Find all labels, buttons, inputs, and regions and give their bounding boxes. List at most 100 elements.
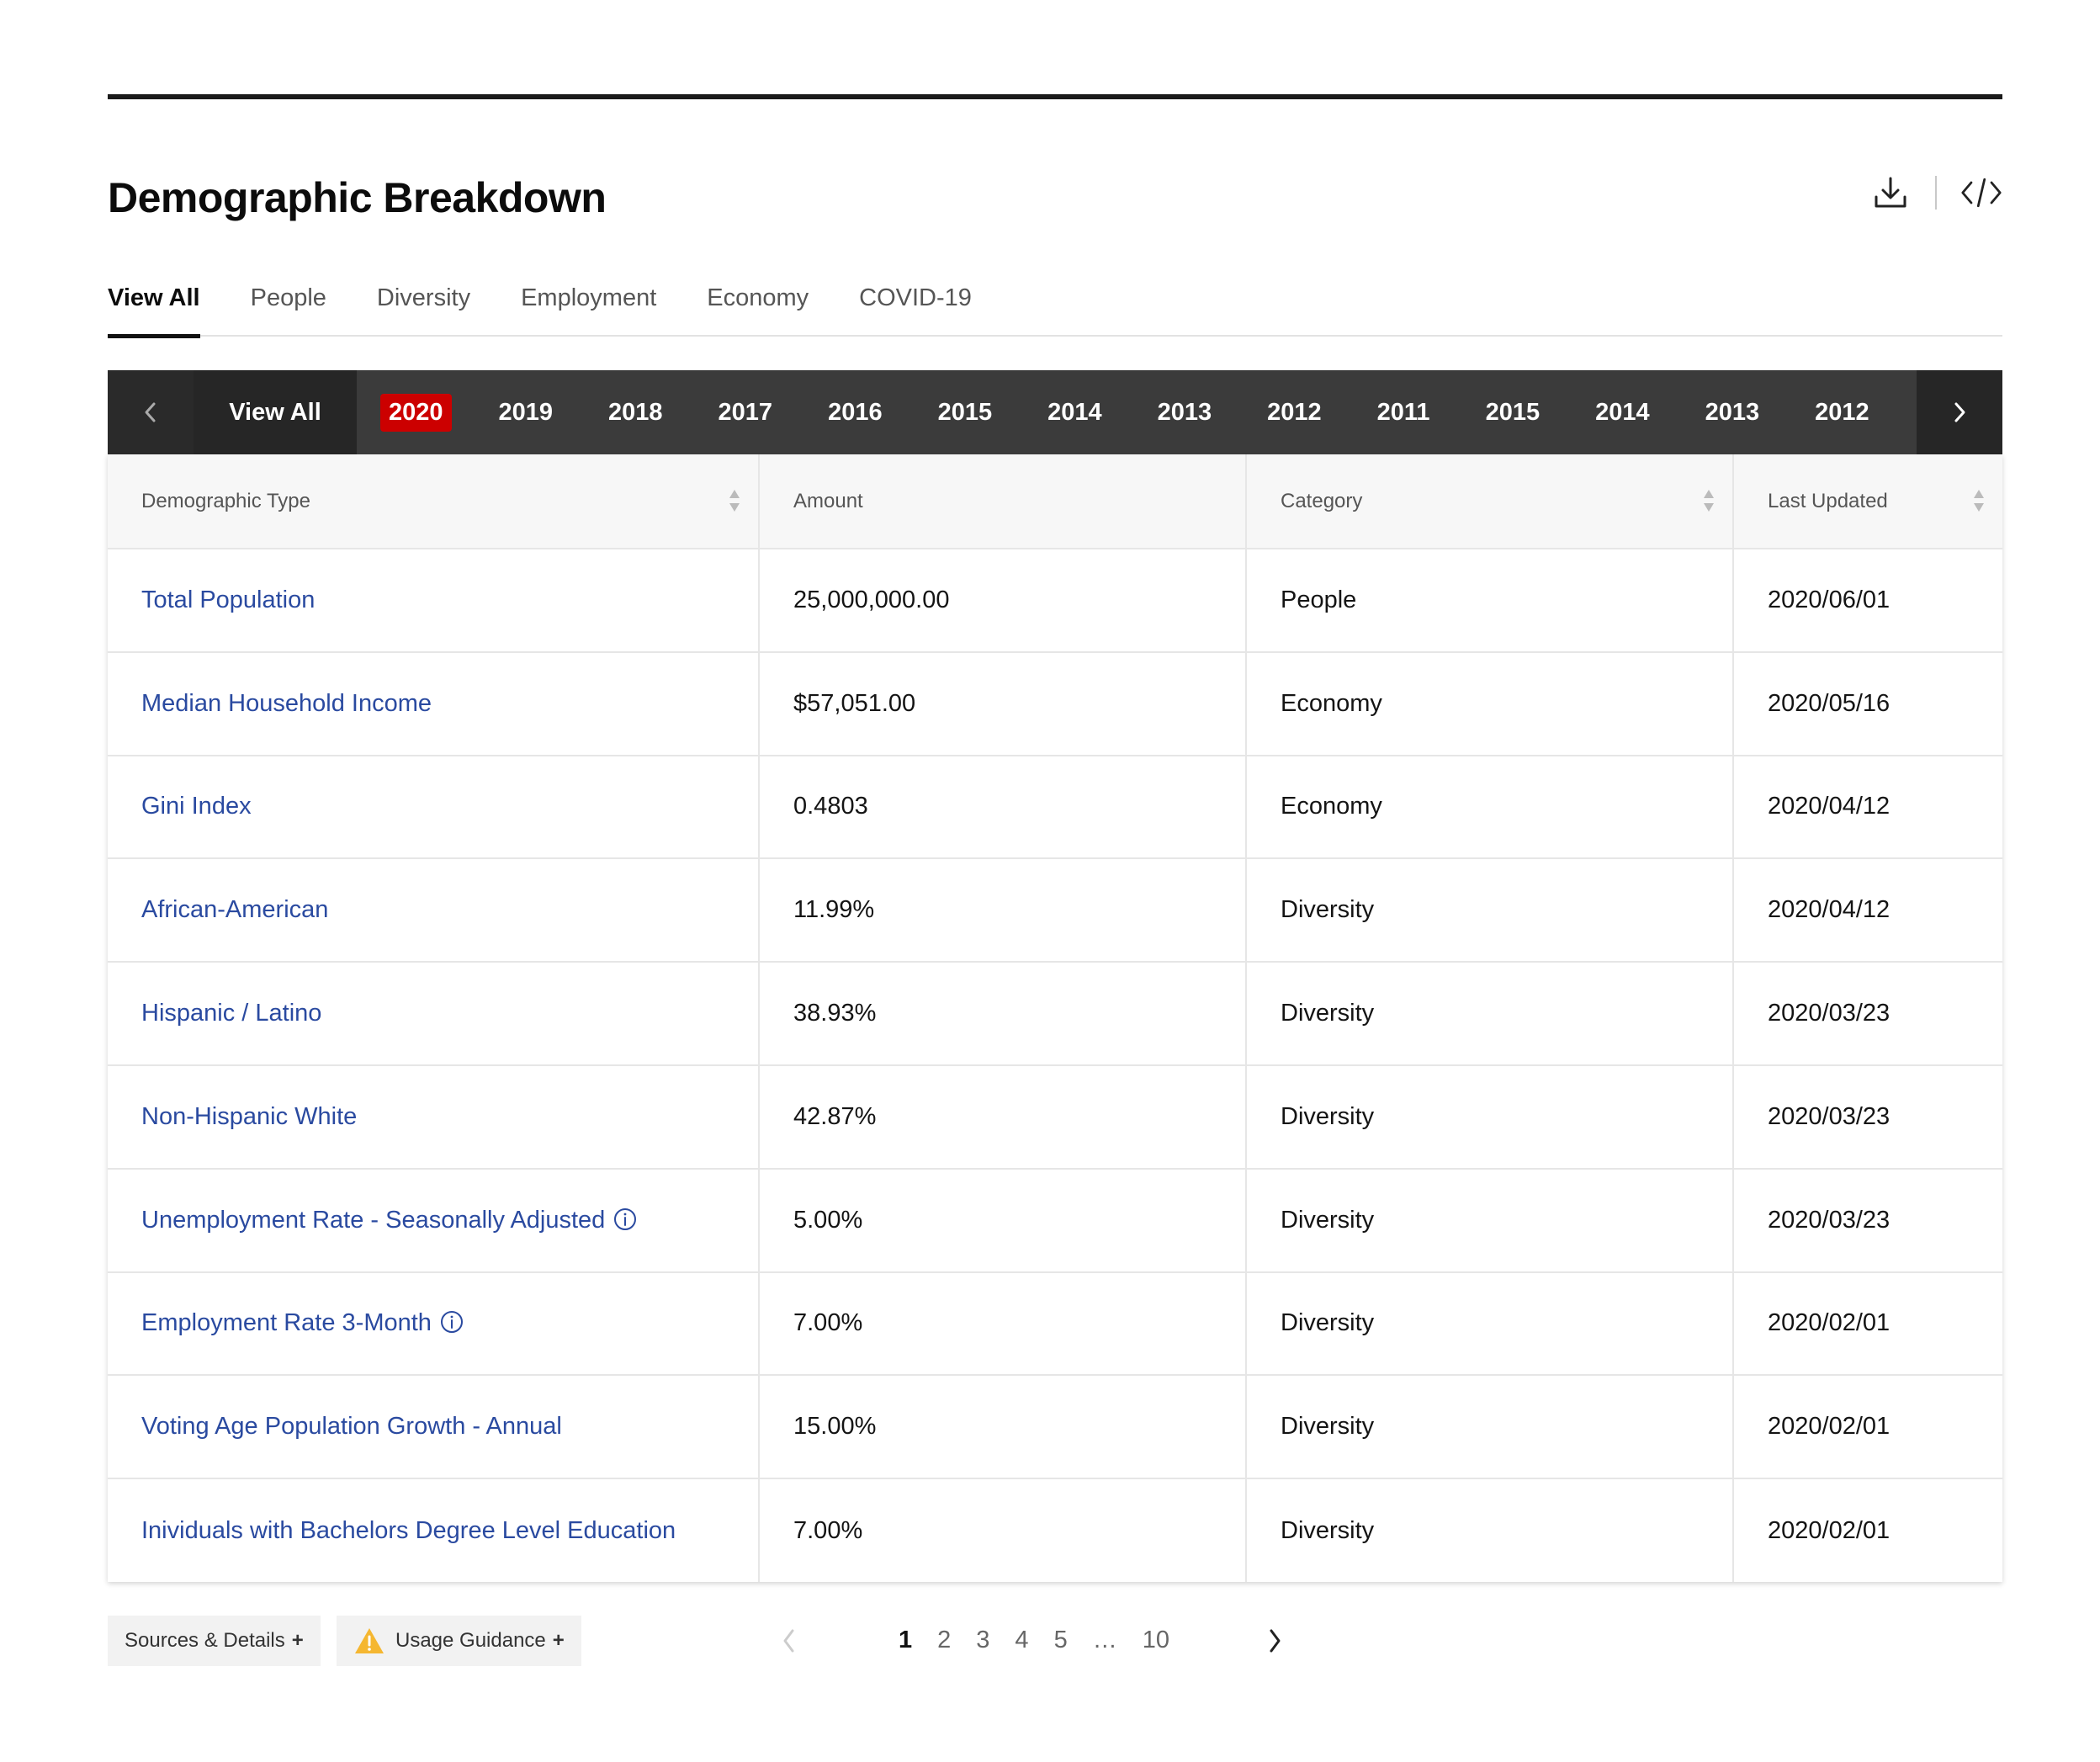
table-row: Voting Age Population Growth - Annual 15… (108, 1374, 2002, 1479)
tab-employment[interactable]: Employment (521, 284, 657, 311)
usage-guidance-button[interactable]: Usage Guidance + (337, 1615, 581, 1666)
tab-people[interactable]: People (250, 284, 326, 311)
page-number-last[interactable]: 10 (1142, 1627, 1169, 1654)
amount-cell: 0.4803 (759, 754, 1247, 859)
year-item[interactable]: 2018 (608, 398, 663, 426)
year-item[interactable]: 2016 (828, 398, 883, 426)
chevron-left-icon (783, 1629, 794, 1653)
data-table-container: Demographic Type Amount Category Last Up… (108, 454, 2002, 1582)
demographic-type-link[interactable]: Unemployment Rate - Seasonally Adjusted (108, 1167, 760, 1272)
year-item[interactable]: 2013 (1157, 398, 1212, 426)
download-icon (1875, 177, 1906, 208)
column-header-last-updated[interactable]: Last Updated (1733, 454, 2002, 549)
table-row: Unemployment Rate - Seasonally Adjusted … (108, 1167, 2002, 1272)
warning-icon (355, 1627, 384, 1653)
year-item[interactable]: 2017 (718, 398, 773, 426)
demographic-type-link[interactable]: Voting Age Population Growth - Annual (108, 1374, 760, 1479)
table-row: Non-Hispanic White 42.87% Diversity 2020… (108, 1064, 2002, 1169)
year-view-all-button[interactable]: View All (194, 370, 357, 454)
chevron-right-icon (1954, 402, 1965, 422)
demographic-type-label[interactable]: African-American (141, 896, 329, 924)
year-item[interactable]: 2012 (1815, 398, 1869, 426)
year-item[interactable]: 2015 (1485, 398, 1541, 426)
amount-cell: 11.99% (759, 857, 1247, 963)
demographic-type-label[interactable]: Unemployment Rate - Seasonally Adjusted (141, 1206, 606, 1234)
embed-code-button[interactable] (1960, 172, 2002, 214)
usage-guidance-label: Usage Guidance (395, 1628, 546, 1652)
tab-diversity[interactable]: Diversity (376, 284, 471, 311)
header-actions (1869, 172, 2002, 214)
info-icon[interactable] (613, 1207, 637, 1231)
demographic-type-link[interactable]: Non-Hispanic White (108, 1064, 760, 1169)
table-row: Hispanic / Latino 38.93% Diversity 2020/… (108, 961, 2002, 1065)
demographic-type-label[interactable]: Voting Age Population Growth - Annual (141, 1413, 562, 1441)
amount-cell: 25,000,000.00 (759, 548, 1247, 652)
demographic-type-link[interactable]: Hispanic / Latino (108, 961, 760, 1065)
demographic-type-label[interactable]: Inividuals with Bachelors Degree Level E… (141, 1516, 676, 1544)
page-number[interactable]: 4 (1015, 1627, 1029, 1654)
year-item[interactable]: 2011 (1376, 398, 1430, 426)
amount-cell: 38.93% (759, 961, 1247, 1065)
year-item[interactable]: 2012 (1267, 398, 1322, 426)
demographic-type-label[interactable]: Median Household Income (141, 689, 432, 717)
plus-icon: + (291, 1628, 304, 1652)
last-updated-cell: 2020/03/23 (1733, 961, 2002, 1065)
chevron-left-icon (145, 402, 156, 422)
sort-icon[interactable] (1702, 488, 1716, 513)
demographic-type-link[interactable]: Inividuals with Bachelors Degree Level E… (108, 1478, 760, 1582)
last-updated-cell: 2020/02/01 (1733, 1271, 2002, 1376)
category-tabs: View All People Diversity Employment Eco… (108, 259, 2002, 338)
last-updated-cell: 2020/02/01 (1733, 1374, 2002, 1479)
page-number[interactable]: 2 (937, 1627, 952, 1654)
last-updated-cell: 2020/03/23 (1733, 1167, 2002, 1272)
sort-icon[interactable] (728, 488, 741, 513)
column-header-label: Category (1281, 489, 1363, 512)
year-item[interactable]: 2014 (1047, 398, 1102, 426)
demographic-type-link[interactable]: Employment Rate 3-Month (108, 1271, 760, 1376)
demographic-type-label[interactable]: Total Population (141, 586, 316, 613)
year-next-button[interactable] (1917, 370, 2002, 454)
download-button[interactable] (1869, 172, 1912, 214)
year-selector: View All 2020 2019 2018 2017 2016 2015 2… (108, 370, 2002, 454)
demographic-type-link[interactable]: Total Population (108, 548, 760, 652)
demographic-type-label[interactable]: Non-Hispanic White (141, 1102, 358, 1130)
pagination-ellipsis: … (1092, 1627, 1117, 1654)
page-number[interactable]: 3 (976, 1627, 990, 1654)
demographic-type-link[interactable]: Gini Index (108, 754, 760, 859)
demographic-type-link[interactable]: Median Household Income (108, 650, 760, 756)
category-cell: Diversity (1246, 857, 1734, 963)
chevron-right-icon (1270, 1629, 1281, 1653)
pagination: 1 2 3 4 5 … 10 (772, 1616, 1291, 1666)
page-number[interactable]: 5 (1053, 1627, 1068, 1654)
year-item[interactable]: 2020 (380, 393, 452, 432)
demographic-type-label[interactable]: Gini Index (141, 793, 252, 820)
table-header-row: Demographic Type Amount Category Last Up… (108, 454, 2002, 549)
last-updated-cell: 2020/04/12 (1733, 857, 2002, 963)
year-item[interactable]: 2015 (937, 398, 993, 426)
pagination-next-button[interactable] (1258, 1616, 1291, 1666)
table-row: Median Household Income $57,051.00 Econo… (108, 650, 2002, 756)
demographic-type-label[interactable]: Hispanic / Latino (141, 1000, 322, 1027)
sort-icon[interactable] (1972, 488, 1986, 513)
tab-economy[interactable]: Economy (707, 284, 809, 311)
last-updated-cell: 2020/02/01 (1733, 1478, 2002, 1582)
page-number[interactable]: 1 (899, 1627, 913, 1654)
tab-covid-19[interactable]: COVID-19 (859, 284, 972, 311)
last-updated-cell: 2020/06/01 (1733, 548, 2002, 652)
year-item[interactable]: 2014 (1595, 398, 1650, 426)
year-item[interactable]: 2019 (498, 398, 554, 426)
pagination-prev-button[interactable] (772, 1616, 806, 1666)
amount-cell: 7.00% (759, 1271, 1247, 1376)
info-icon[interactable] (440, 1310, 464, 1334)
year-prev-button[interactable] (108, 370, 194, 454)
column-header-category[interactable]: Category (1246, 454, 1734, 549)
amount-cell: 15.00% (759, 1374, 1247, 1479)
column-header-demographic-type[interactable]: Demographic Type (108, 454, 760, 549)
tab-view-all[interactable]: View All (108, 259, 200, 338)
demographic-type-label[interactable]: Employment Rate 3-Month (141, 1309, 432, 1337)
year-item[interactable]: 2013 (1705, 398, 1760, 426)
sources-details-button[interactable]: Sources & Details + (108, 1615, 321, 1666)
category-cell: Diversity (1246, 1167, 1734, 1272)
category-cell: Economy (1246, 650, 1734, 756)
demographic-type-link[interactable]: African-American (108, 857, 760, 963)
